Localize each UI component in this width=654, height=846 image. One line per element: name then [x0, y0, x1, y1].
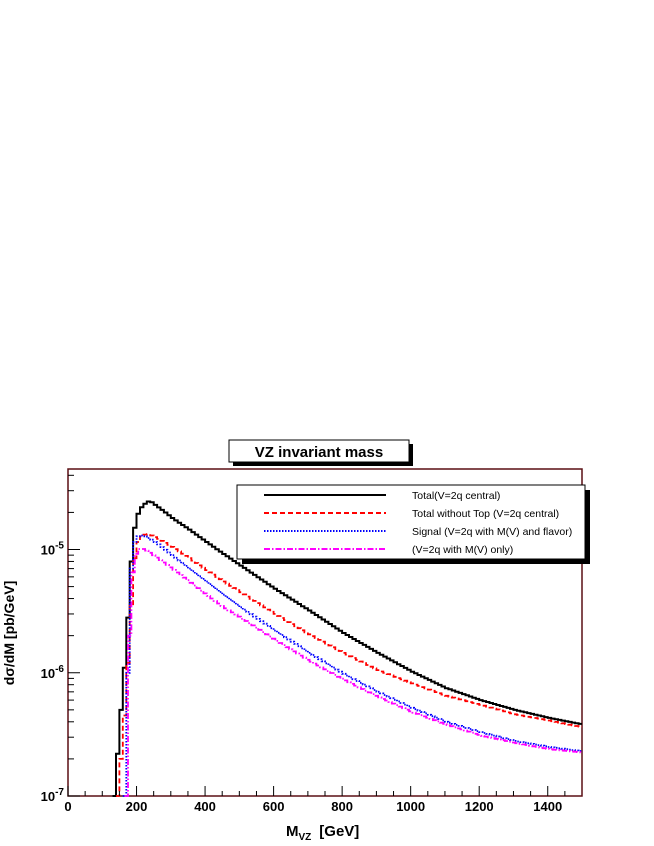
legend-items: Total(V=2q central) Total without Top (V=…: [264, 490, 572, 556]
chart-title-box: VZ invariant mass: [228, 439, 413, 466]
series-layer: [112, 500, 582, 797]
legend-label-2: Total without Top (V=2q central): [412, 508, 559, 520]
y-tick-label: 10-6: [41, 664, 65, 681]
x-tick-label: 0: [64, 799, 71, 814]
x-axis-label-unit: [GeV]: [319, 823, 359, 840]
legend: Total(V=2q central) Total without Top (V=…: [236, 484, 590, 564]
y-tick-label: 10-5: [41, 541, 65, 558]
legend-frame: [236, 484, 586, 560]
title-frame: [228, 439, 410, 463]
series-line-1: [112, 500, 582, 797]
x-tick-label: 600: [263, 799, 285, 814]
x-tick-label: 1200: [465, 799, 494, 814]
series-line-3: [122, 534, 582, 797]
y-axis-label: dσ/dM [pb/GeV]: [1, 581, 17, 685]
x-tick-label: 1400: [533, 799, 562, 814]
legend-label-4: (V=2q with M(V) only): [412, 544, 513, 556]
legend-label-1: Total(V=2q central): [412, 490, 500, 502]
x-tick-label: 800: [331, 799, 353, 814]
x-axis-label-main: M: [286, 823, 299, 840]
x-tick-label: 1000: [396, 799, 425, 814]
x-tick-label: 200: [126, 799, 148, 814]
series-line-2: [116, 533, 582, 797]
chart-title: VZ invariant mass: [255, 444, 383, 461]
x-axis-label-sub: VZ: [299, 832, 312, 843]
legend-label-3: Signal (V=2q with M(V) and flavor): [412, 526, 572, 538]
x-axis-label: MVZ [GeV]: [286, 823, 359, 843]
axis-layer: 0 200 400 600 800 1000 1200 1400 10-7 10-6 10-5: [41, 474, 566, 814]
y-tick-label: 10-7: [41, 787, 65, 804]
x-tick-label: 400: [194, 799, 216, 814]
series-line-4: [124, 548, 582, 797]
